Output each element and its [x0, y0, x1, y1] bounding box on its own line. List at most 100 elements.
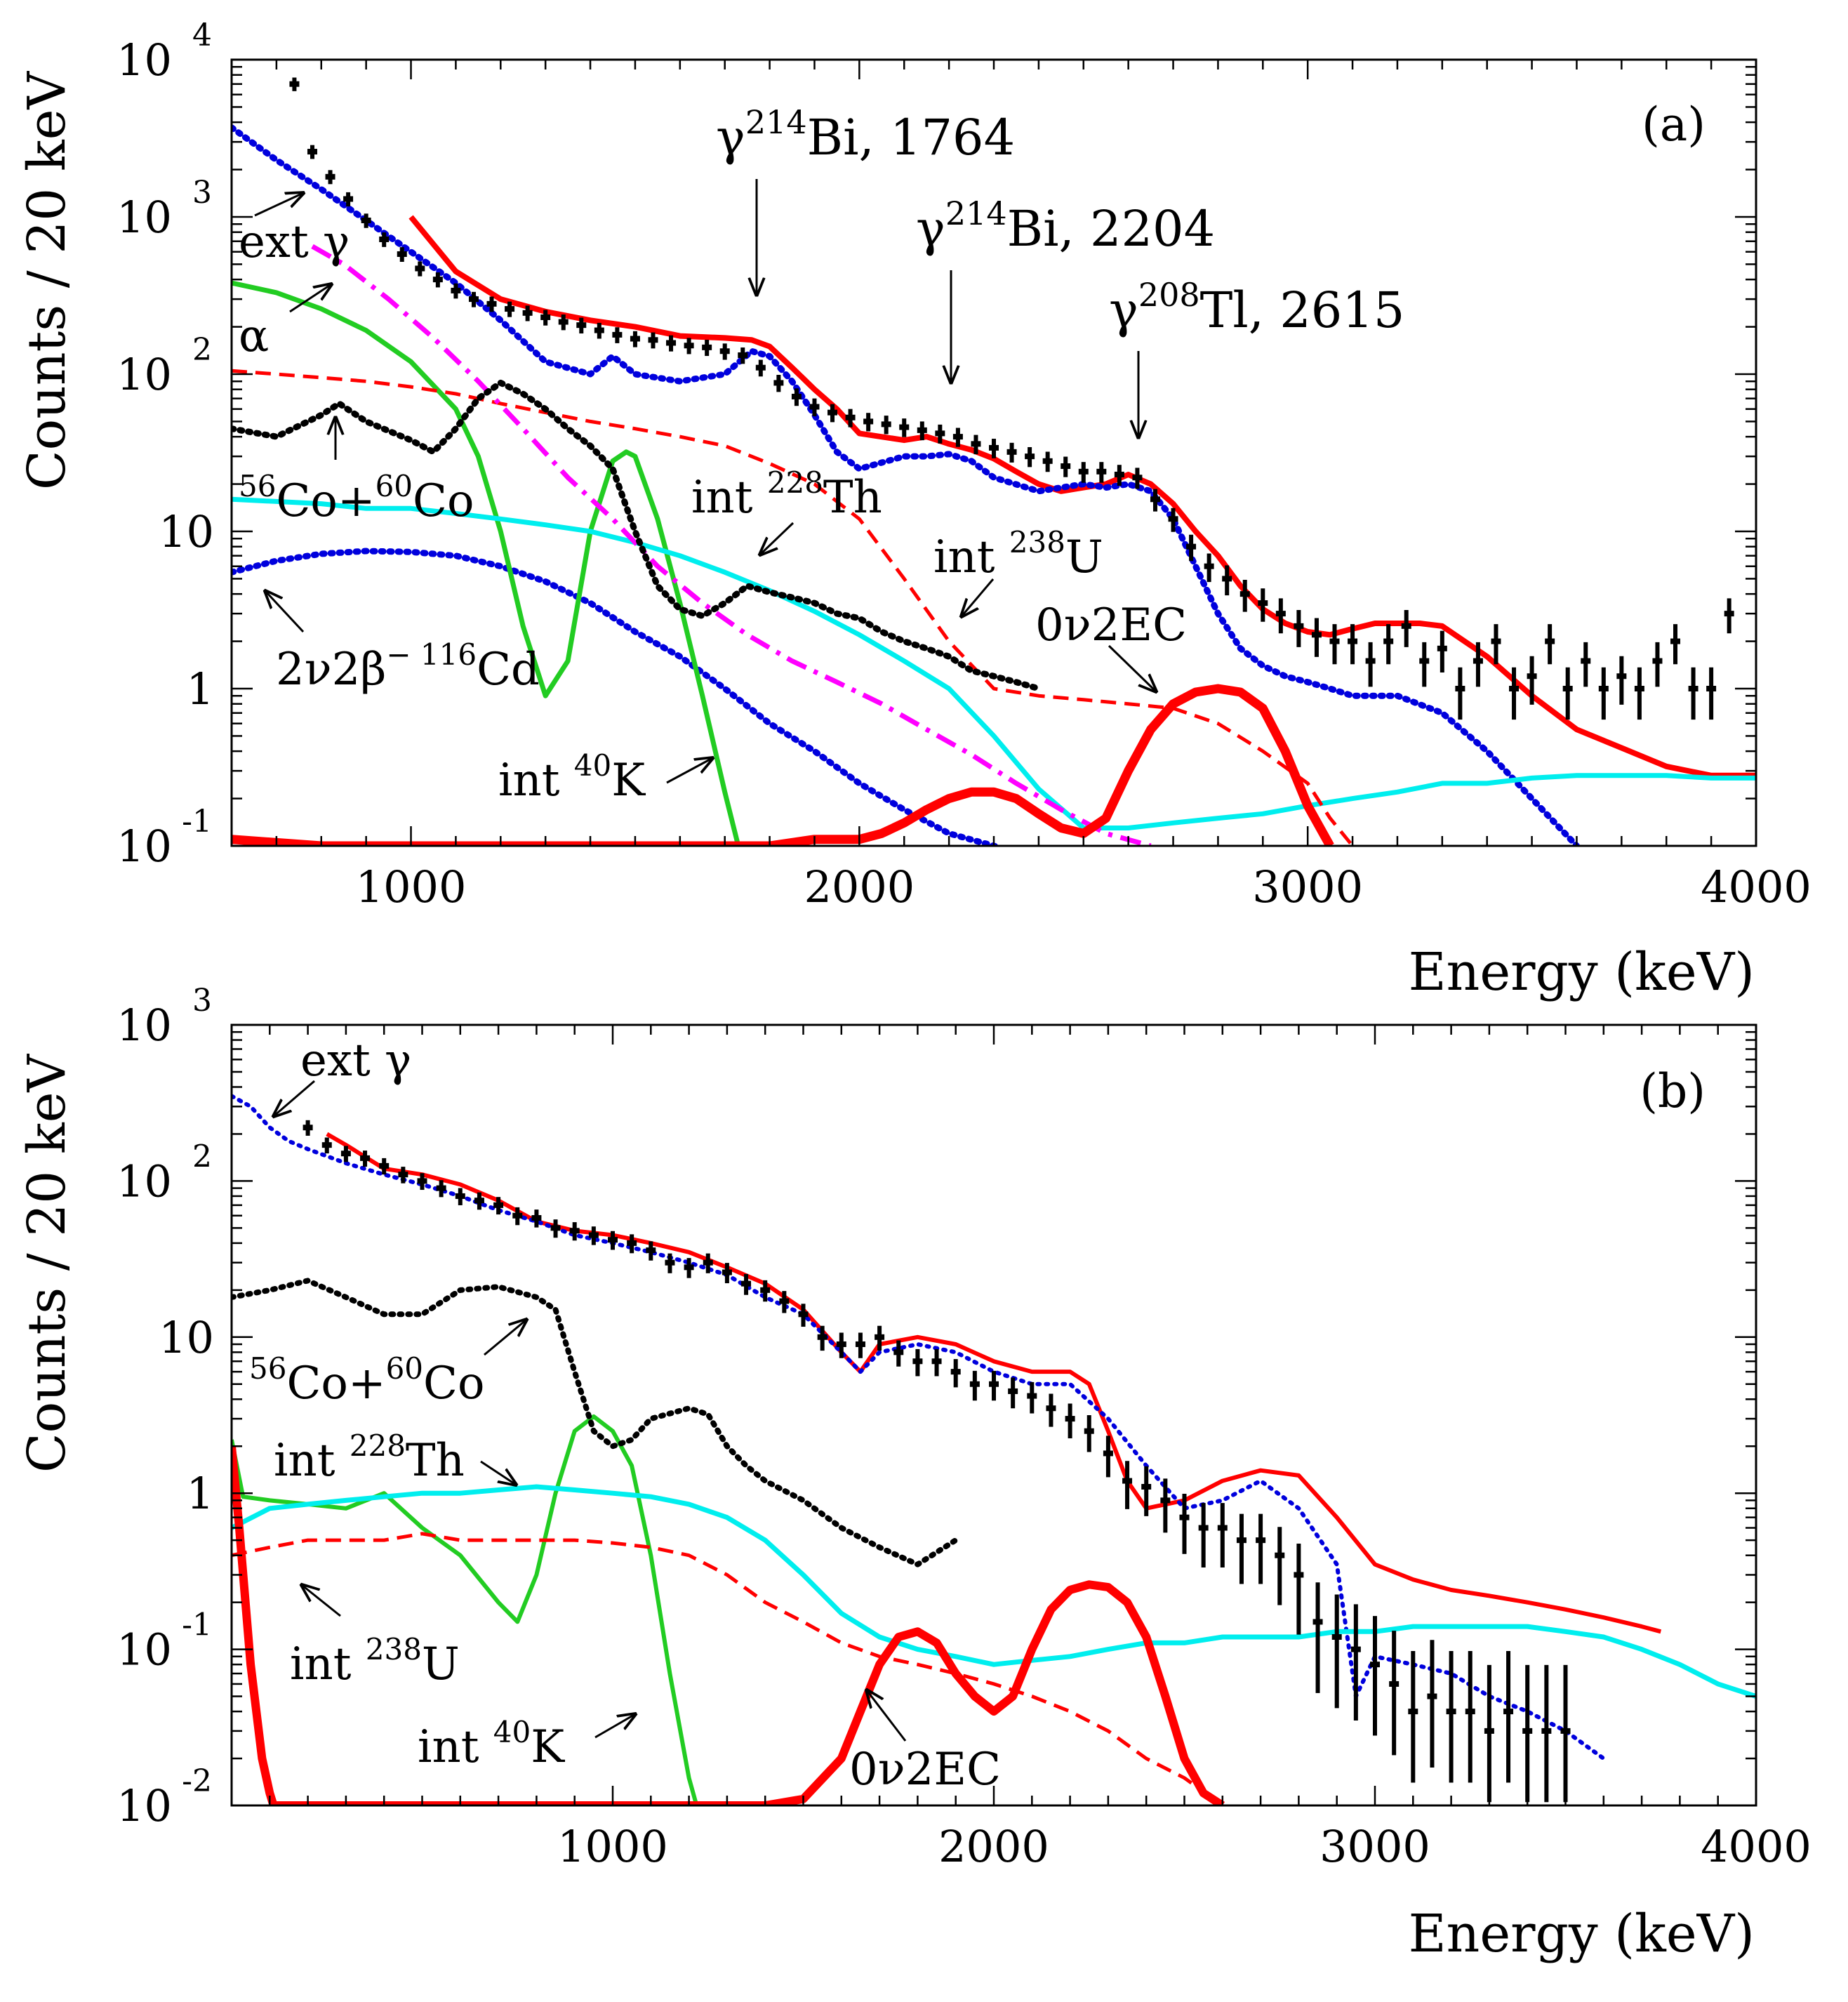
data-point — [1217, 1503, 1228, 1567]
x-tick-label: 4000 — [1701, 1821, 1812, 1872]
data-point — [1122, 1461, 1133, 1509]
y-tick-exponent: 2 — [192, 332, 212, 368]
data-point — [1132, 468, 1143, 489]
data-point — [827, 404, 838, 423]
y-tick-exponent: 2 — [192, 1139, 212, 1174]
data-point — [702, 340, 712, 357]
annotation-alpha: α — [239, 310, 269, 362]
series-int-56co-60co — [232, 496, 1756, 830]
panel-a: 1000 2000 3000 4000 10 4 10 3 10 2 10 1 10 -1 (a) Ene… — [17, 18, 1812, 1002]
data-point — [817, 1325, 827, 1351]
data-point — [493, 1197, 504, 1215]
arrow-ext-gamma — [254, 193, 303, 217]
data-point — [512, 1207, 523, 1226]
data-point — [558, 314, 569, 331]
annotation-b-int-u238: int 238U — [290, 1632, 460, 1690]
arrow-b-int-u238 — [302, 1585, 341, 1617]
arrow-b-co56-co60 — [484, 1320, 526, 1356]
annotation-int-u238: int 238U — [933, 525, 1103, 583]
data-point — [325, 170, 335, 185]
data-point — [719, 343, 730, 360]
panel-b-ylabel: Counts / 20 keV — [17, 1053, 77, 1472]
data-point — [1383, 624, 1394, 665]
data-point — [1389, 1631, 1400, 1756]
series-int-238u — [232, 1532, 1224, 1805]
annotation-int-k40: int 40K — [498, 748, 646, 807]
data-point — [931, 1348, 942, 1377]
data-point — [540, 310, 551, 326]
arrow-int-th228 — [760, 522, 795, 555]
data-point — [912, 1348, 923, 1377]
y-tick-exponent: -1 — [182, 804, 212, 840]
data-point — [550, 1219, 561, 1238]
data-point — [855, 1332, 865, 1358]
y-tick-exponent: -2 — [182, 1763, 212, 1799]
arrow-0nu2ec — [1108, 644, 1156, 691]
series-int-228th — [232, 1278, 959, 1567]
series-int-228th — [232, 369, 1355, 846]
data-point — [791, 388, 802, 406]
annotation-b-int-k40: int 40K — [418, 1715, 565, 1773]
data-point — [1670, 624, 1681, 665]
data-point — [343, 192, 354, 207]
data-point — [627, 1234, 637, 1254]
data-point — [340, 1146, 351, 1162]
data-point — [1168, 508, 1178, 532]
data-point — [474, 1192, 484, 1210]
data-point — [1294, 1543, 1304, 1635]
data-point — [1329, 624, 1340, 665]
data-point — [684, 338, 694, 354]
data-point — [612, 327, 623, 343]
data-point — [1560, 1664, 1571, 1803]
data-point — [1437, 630, 1447, 672]
data-point — [1706, 667, 1717, 720]
data-point — [432, 272, 443, 288]
y-tick-label: 1 — [187, 663, 214, 715]
data-point — [1312, 1582, 1323, 1693]
data-point — [415, 261, 425, 277]
panel-a-arrows — [254, 179, 1156, 784]
data-point — [576, 317, 587, 334]
data-point — [1222, 565, 1232, 596]
annotation-int-th228: int 228Th — [691, 465, 882, 524]
data-point — [666, 335, 677, 352]
data-point — [755, 359, 766, 377]
data-point — [1006, 442, 1017, 463]
arrow-b-int-k40 — [594, 1714, 635, 1739]
data-point — [779, 1291, 790, 1313]
arrow-int-k40 — [666, 758, 712, 784]
data-point — [569, 1222, 580, 1241]
x-tick-label: 2000 — [804, 861, 915, 913]
data-point — [917, 421, 927, 441]
data-point — [361, 213, 371, 228]
data-point — [1160, 1478, 1171, 1533]
annotation-b-int-th228: int 228Th — [274, 1428, 465, 1487]
y-tick-label: 1 — [187, 1468, 214, 1519]
data-point — [950, 1359, 961, 1388]
data-point — [1527, 656, 1537, 705]
y-tick-exponent: 4 — [192, 18, 212, 53]
series-alpha — [311, 244, 1152, 846]
panel-b-series — [232, 1094, 1756, 1805]
data-point — [531, 1209, 542, 1228]
data-point — [1150, 489, 1160, 512]
data-point — [1103, 1436, 1113, 1478]
data-point — [1473, 642, 1483, 687]
series-0nu2ec — [232, 1445, 1225, 1805]
data-point — [1401, 609, 1411, 647]
data-point — [1236, 1513, 1247, 1584]
data-point — [1179, 1494, 1190, 1554]
data-point — [379, 232, 390, 247]
annotation-tl208-2615: γ208Tl, 2615 — [1109, 276, 1404, 339]
panel-b-xlabel: Energy (keV) — [1409, 1904, 1755, 1964]
data-point — [289, 77, 300, 91]
data-point — [648, 332, 658, 349]
data-point — [1562, 667, 1573, 720]
data-point — [1522, 1664, 1533, 1803]
data-point — [1491, 624, 1501, 665]
data-point — [1198, 1503, 1209, 1567]
data-point — [899, 418, 910, 437]
panel-b: 1000 2000 3000 4000 10 3 10 2 10 1 10 -1 10 -2 (b) En… — [17, 983, 1812, 1964]
y-tick-label: 10 — [117, 1000, 172, 1051]
